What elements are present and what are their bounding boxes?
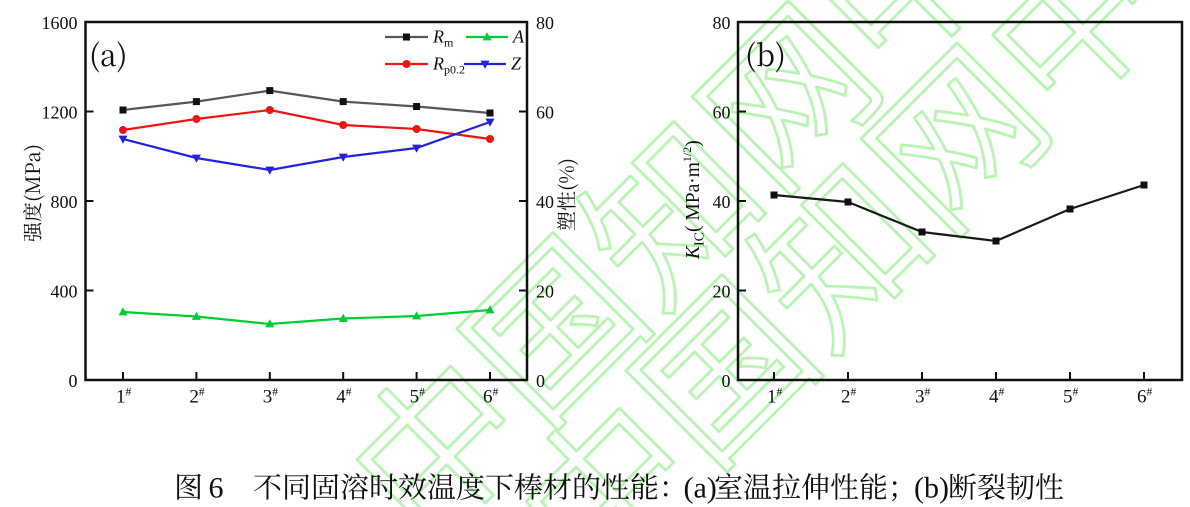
svg-text:20: 20 — [536, 282, 554, 302]
svg-text:Z: Z — [511, 54, 522, 74]
svg-text:KIC( MPa·m1/2): KIC( MPa·m1/2) — [680, 140, 708, 260]
svg-text:80: 80 — [713, 13, 731, 33]
svg-text:1200: 1200 — [42, 103, 78, 123]
svg-text:0: 0 — [722, 371, 731, 391]
svg-text:80: 80 — [536, 13, 554, 33]
svg-text:1600: 1600 — [42, 13, 78, 33]
svg-text:A: A — [512, 27, 525, 47]
svg-text:40: 40 — [713, 192, 731, 212]
svg-text:(b): (b) — [914, 472, 949, 505]
svg-text:0: 0 — [69, 371, 78, 391]
svg-text:800: 800 — [51, 192, 78, 212]
svg-text:60: 60 — [536, 103, 554, 123]
svg-text:(a): (a) — [684, 472, 717, 505]
svg-text:40: 40 — [536, 192, 554, 212]
svg-text:6: 6 — [209, 472, 224, 505]
svg-text:20: 20 — [713, 282, 731, 302]
svg-text:0: 0 — [536, 371, 545, 391]
svg-text:400: 400 — [51, 282, 78, 302]
svg-text:60: 60 — [713, 103, 731, 123]
